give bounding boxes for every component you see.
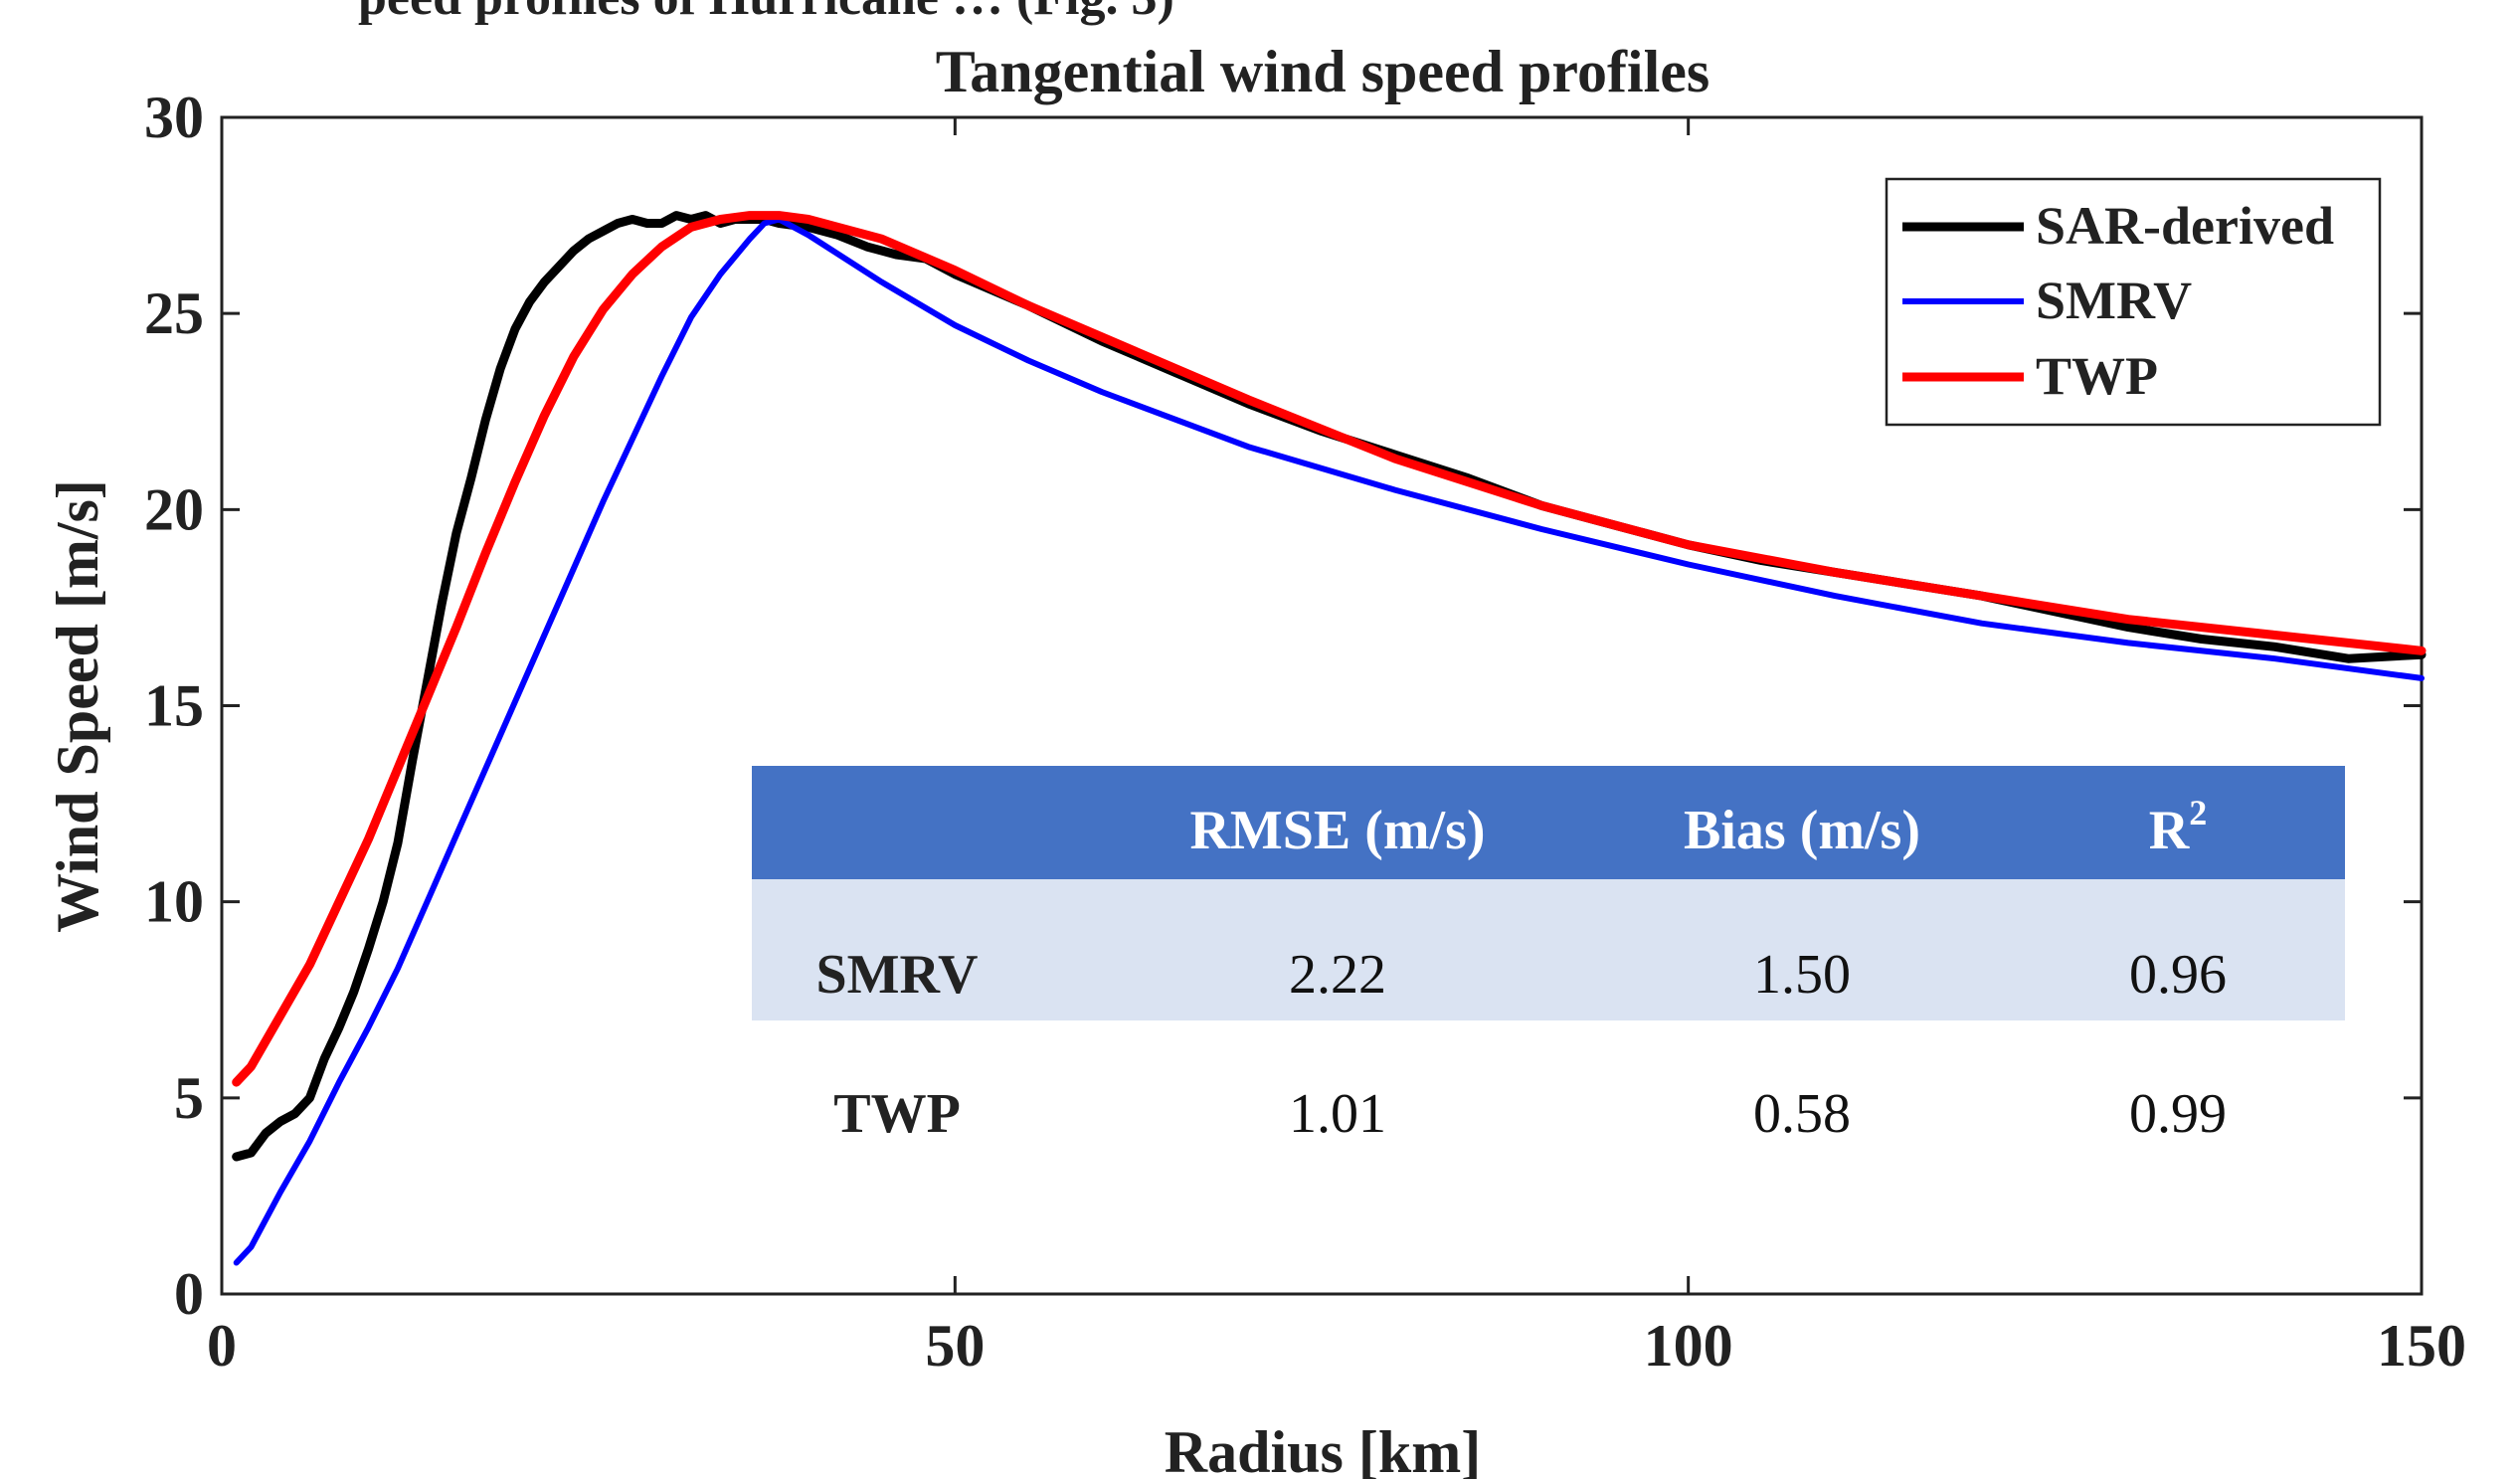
stats-row-twp-rmse: 1.01 [1289,1083,1386,1145]
y-tick-label: 20 [144,476,204,542]
y-axis-label: Wind Speed [m/s] [45,479,110,933]
stats-row-twp-r2: 0.99 [2129,1083,2227,1145]
x-tick-label: 50 [925,1313,985,1379]
stats-header-r2-superscript: 2 [2189,793,2207,832]
stats-table: RMSE (m/s) Bias (m/s) R2 SMRV 2.22 1.50 … [752,766,2345,1158]
x-tick-label: 0 [207,1313,237,1379]
series-line-smrv [233,216,2425,1266]
x-tick-label: 100 [1644,1313,1733,1379]
legend-label-smrv: SMRV [2036,271,2192,330]
stats-row-twp-model: TWP [833,1083,961,1145]
y-tick-label: 25 [144,280,204,346]
y-tick-label: 10 [144,869,204,935]
stats-header-r2: R2 [2149,793,2207,861]
stats-table-header-row [752,766,2345,879]
stats-header-rmse: RMSE (m/s) [1189,800,1485,861]
stats-row-smrv-r2: 0.96 [2129,944,2227,1006]
series-layer [232,211,2427,1266]
legend-label-twp: TWP [2036,346,2158,406]
stats-row-smrv-bias: 1.50 [1753,944,1851,1006]
y-tick-label: 30 [144,85,204,150]
stats-header-bias: Bias (m/s) [1684,800,1920,861]
stats-row-smrv-model: SMRV [816,944,979,1006]
x-axis-label: Radius [km] [1165,1419,1481,1479]
axis-ticks: 0 50 100 150 0 5 10 15 20 25 30 [144,85,2466,1379]
stats-table-band-row [752,879,2345,1020]
stats-table-plain-row [752,1020,2345,1158]
y-tick-label: 5 [174,1065,204,1131]
stats-row-twp-bias: 0.58 [1753,1083,1851,1145]
chart-title: Tangential wind speed profiles [936,39,1710,104]
stats-row-smrv-rmse: 2.22 [1289,944,1386,1006]
stats-header-r2-base: R [2149,800,2190,861]
series-line-twp [232,211,2427,1087]
x-tick-label: 150 [2377,1313,2466,1379]
clipped-header-text: peed profiles of Hurricane … (Fig. 3) [358,0,1174,26]
y-tick-label: 15 [144,673,204,739]
y-tick-label: 0 [174,1261,204,1327]
legend: SAR-derived SMRV TWP [1885,177,2382,427]
legend-label-sar: SAR-derived [2036,196,2334,256]
